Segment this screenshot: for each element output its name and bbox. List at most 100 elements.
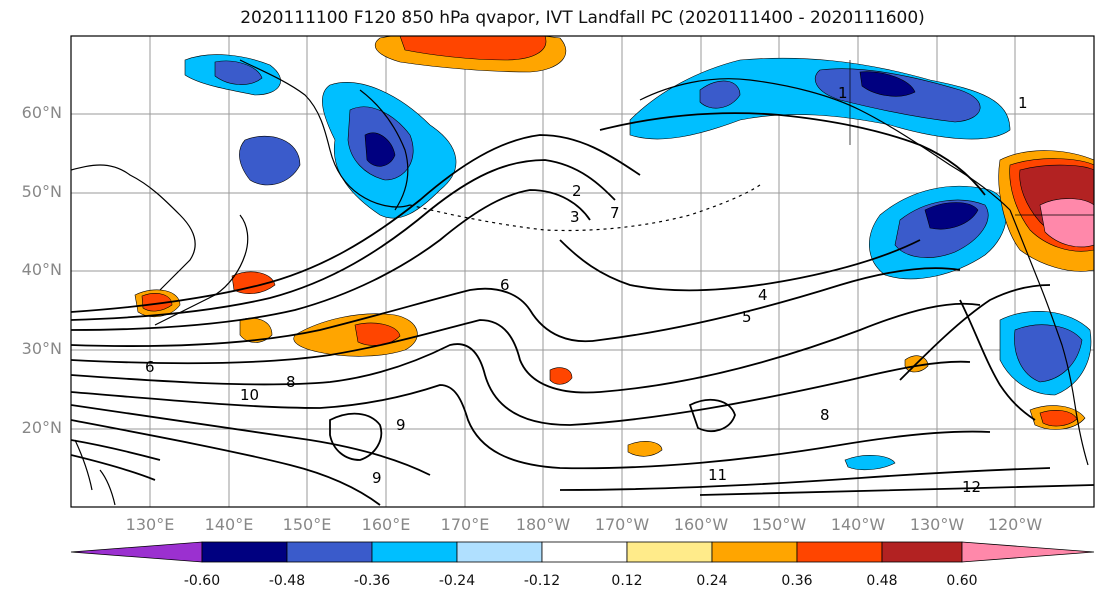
colorbar-tick-label: -0.60 <box>183 573 221 589</box>
contour-line-14 <box>699 484 1094 496</box>
shade-okhotsk-negative-core <box>214 60 263 85</box>
coastlines <box>71 59 1094 506</box>
shade-alaska-negative-center <box>859 71 916 97</box>
contour-line-6 <box>71 343 971 426</box>
contour-label: 1 <box>1018 94 1028 112</box>
colorbar-bin <box>371 541 458 563</box>
contour-line-4 <box>71 267 961 347</box>
border-us-canada <box>849 60 1094 216</box>
lon-label-170w: 170°W <box>594 515 650 534</box>
map-frame <box>70 35 1095 508</box>
contour-label: 10 <box>240 386 259 404</box>
lon-label-150e: 150°E <box>282 515 332 534</box>
contour-label: 1 <box>838 84 848 102</box>
coastline-asia <box>71 59 411 291</box>
shade-sakhalin-negative <box>239 135 301 186</box>
lat-label-30n: 30°N <box>21 339 62 358</box>
shade-subtropical-positive <box>293 313 418 357</box>
coastline-philippines <box>74 439 116 506</box>
colorbar-tick-label: 0.36 <box>781 573 813 589</box>
contour-label: 7 <box>610 204 620 222</box>
contour-line-16 <box>71 439 161 481</box>
contour-label-group: 1 1 2 3 4 5 6 6 7 8 8 9 9 10 11 12 <box>145 84 1028 496</box>
shade-subtropical-positive-red <box>354 322 401 346</box>
lon-label-180w: 180°W <box>515 515 571 534</box>
colorbar-tick-label: -0.12 <box>523 573 561 589</box>
coastline-aleutians <box>409 184 761 232</box>
lon-label-140e: 140°E <box>204 515 254 534</box>
lat-label-50n: 50°N <box>21 182 62 201</box>
qvapor-shading <box>134 36 1094 471</box>
contour-label: 11 <box>708 466 727 484</box>
coastline-alaska <box>639 78 1011 211</box>
lon-label-140w: 140°W <box>830 515 886 534</box>
contour-label: 3 <box>570 208 580 226</box>
lat-label-60n: 60°N <box>21 103 62 122</box>
lon-label-150w: 150°W <box>751 515 807 534</box>
contour-line-3 <box>71 189 591 331</box>
colorbar-extend-high <box>961 541 1095 563</box>
colorbar-tick-label: 0.48 <box>866 573 898 589</box>
contour-line-2 <box>71 159 616 321</box>
shade-central-pacific-positive <box>549 367 573 385</box>
colorbar-bin <box>286 541 373 563</box>
ivt-contours <box>71 112 1094 506</box>
colorbar-extend-low <box>70 541 203 563</box>
shade-siberia-negative-center <box>364 132 396 167</box>
contour-line-12 <box>688 398 736 432</box>
colorbar-bin <box>711 541 798 563</box>
contour-line-7 <box>71 384 991 470</box>
contour-label: 4 <box>758 286 768 304</box>
contour-line-1 <box>71 134 641 313</box>
shade-gulf-alaska-negative-center <box>924 202 979 230</box>
coastline-japan <box>154 214 249 326</box>
contour-label: 9 <box>372 469 382 487</box>
colorbar-tick-label: -0.36 <box>353 573 391 589</box>
coastline-kamchatka <box>359 89 409 211</box>
contour-label: 9 <box>396 416 406 434</box>
contour-label: 8 <box>820 406 830 424</box>
coastline-north-america <box>1009 209 1089 466</box>
shade-chukotka-positive-red <box>399 36 547 61</box>
shade-japan-positive-red <box>141 293 173 312</box>
colorbar-tick-label: -0.24 <box>438 573 476 589</box>
lon-label-130w: 130°W <box>909 515 965 534</box>
contour-label: 12 <box>962 478 981 496</box>
colorbar-bin <box>796 541 883 563</box>
lon-label-160e: 160°E <box>361 515 411 534</box>
contour-line-13 <box>71 404 431 506</box>
colorbar-tick-label: -0.48 <box>268 573 306 589</box>
contour-label: 6 <box>145 358 155 376</box>
contour-line-10 <box>599 112 986 196</box>
colorbar <box>70 541 1095 563</box>
shade-yukon-negative <box>699 80 741 109</box>
shade-tropics-negative <box>844 455 896 471</box>
colorbar-bin <box>541 541 628 563</box>
colorbar-tick-label: 0.24 <box>696 573 728 589</box>
contour-line-9 <box>899 284 1051 421</box>
contour-line-15 <box>559 239 921 292</box>
contour-label: 8 <box>286 373 296 391</box>
shade-hawaii-positive <box>627 441 663 457</box>
colorbar-bin <box>626 541 713 563</box>
contour-line-11 <box>329 412 383 461</box>
colorbar-tick-label: 0.60 <box>946 573 978 589</box>
shade-pnw-positive-pink <box>1039 198 1094 248</box>
contour-line-5 <box>71 302 981 394</box>
contour-label: 6 <box>500 276 510 294</box>
contour-label: 5 <box>742 308 752 326</box>
colorbar-bin <box>201 541 288 563</box>
contour-line-8 <box>559 467 1051 491</box>
contour-label: 2 <box>572 182 582 200</box>
colorbar-bin <box>456 541 543 563</box>
lon-label-120w: 120°W <box>987 515 1043 534</box>
lon-label-170e: 170°E <box>440 515 490 534</box>
lat-label-40n: 40°N <box>21 260 62 279</box>
colorbar-tick-label: 0.12 <box>611 573 643 589</box>
shade-california-negative-core <box>1014 324 1083 383</box>
lon-label-160w: 160°W <box>673 515 729 534</box>
map-title: 2020111100 F120 850 hPa qvapor, IVT Land… <box>240 8 925 28</box>
lat-label-20n: 20°N <box>21 418 62 437</box>
colorbar-bin <box>881 541 963 563</box>
